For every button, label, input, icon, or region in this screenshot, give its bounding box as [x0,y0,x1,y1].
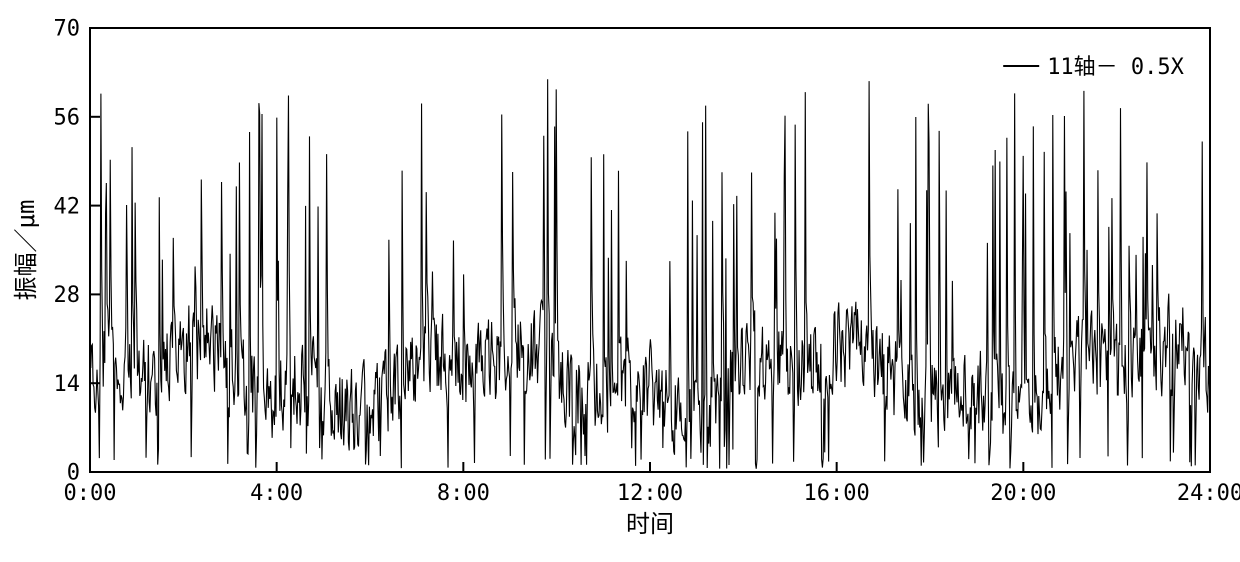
y-tick-label: 0 [67,461,80,486]
y-tick-label: 70 [54,17,81,42]
x-tick-label: 4:00 [250,481,303,506]
y-tick-label: 42 [54,194,81,219]
x-axis-label: 时间 [626,510,674,538]
x-tick-label: 16:00 [804,481,870,506]
x-tick-label: 8:00 [437,481,490,506]
y-tick-label: 56 [54,106,81,131]
x-tick-label: 20:00 [990,481,1056,506]
y-tick-label: 14 [54,372,81,397]
chart-svg: 0:004:008:0012:0016:0020:0024:0001428425… [0,0,1240,562]
x-tick-label: 12:00 [617,481,683,506]
vibration-amplitude-chart: 0:004:008:0012:0016:0020:0024:0001428425… [0,0,1240,562]
x-tick-label: 24:00 [1177,481,1240,506]
y-axis-label: 振幅／μm [12,200,40,301]
y-tick-label: 28 [54,283,81,308]
legend-text: 11轴－ 0.5X [1047,55,1184,80]
